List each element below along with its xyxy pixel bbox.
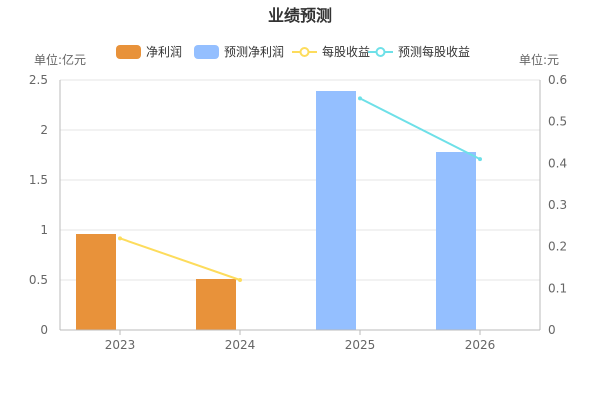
bar-净利润 [76,234,116,330]
bar-预测净利润 [316,91,356,330]
right-axis-tick-label: 0.2 [548,240,567,254]
right-axis-tick-label: 0.4 [548,156,567,170]
right-axis-tick-label: 0 [548,323,556,337]
right-axis-tick-label: 0.1 [548,281,567,295]
axes: 0 0.5 1 1.5 2 2.5 0 0.1 0.2 0.3 0.4 0.5 0.6 2023 2024 2… [29,73,567,352]
x-axis-tick-label: 2024 [225,338,256,352]
x-axis-tick-label: 2025 [345,338,376,352]
legend-label: 净利润 [146,45,182,59]
x-axis-tick-label: 2023 [105,338,136,352]
left-axis-tick-label: 2 [40,123,48,137]
right-axis-tick-label: 0.3 [548,198,567,212]
legend-item: 预测每股收益 [368,44,470,59]
legend-label: 每股收益 [322,44,370,59]
right-axis-tick-label: 0.5 [548,115,567,129]
right-axis-unit: 单位:元 [519,52,559,67]
point-每股收益 [118,236,122,241]
bars [76,91,476,330]
point-预测每股收益 [478,157,482,162]
right-axis-tick-label: 0.6 [548,73,567,87]
legend-label: 预测净利润 [224,45,284,59]
legend: 净利润 预测净利润 每股收益 预测每股收益 [116,44,470,59]
legend-label: 预测每股收益 [398,44,470,59]
legend-swatch-marker [299,47,310,57]
bar-预测净利润 [436,152,476,330]
legend-swatch-marker [375,47,386,57]
legend-item: 净利润 [116,45,182,59]
legend-swatch [194,45,219,59]
bar-净利润 [196,279,236,330]
left-axis-tick-label: 2.5 [29,73,48,87]
legend-item: 预测净利润 [194,45,284,59]
chart-title: 业绩预测 [268,6,332,25]
left-axis-unit: 单位:亿元 [34,52,86,67]
point-预测每股收益 [358,96,362,101]
legend-swatch [116,45,141,59]
left-axis-tick-label: 0.5 [29,273,48,287]
lines [118,96,482,282]
left-axis-tick-label: 1.5 [29,173,48,187]
legend-item: 每股收益 [292,44,370,59]
line-每股收益 [119,237,241,281]
left-axis-tick-label: 0 [40,323,48,337]
x-axis-tick-label: 2026 [465,338,496,352]
point-每股收益 [238,278,242,282]
left-axis-tick-label: 1 [40,223,48,237]
line-预测每股收益 [359,97,481,161]
